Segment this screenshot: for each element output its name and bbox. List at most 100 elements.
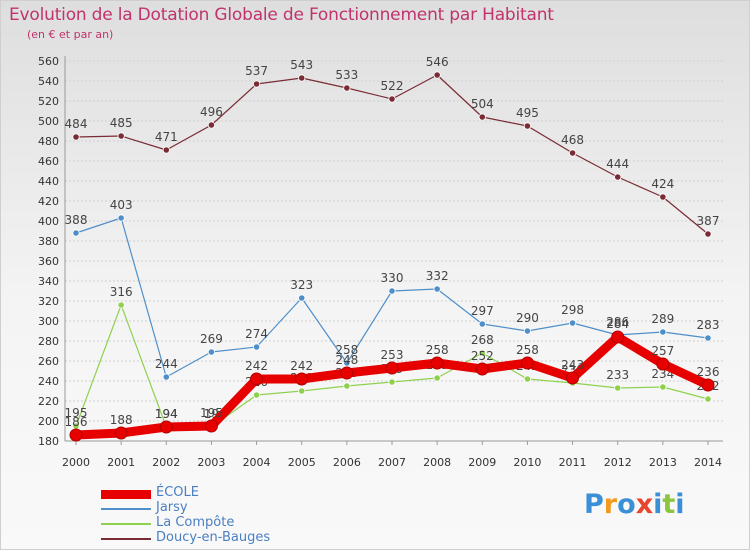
data-point-jarsy bbox=[568, 319, 577, 327]
data-point-ecole bbox=[430, 356, 444, 370]
data-point-ecole bbox=[114, 426, 128, 440]
data-label-ecole: 195 bbox=[200, 406, 223, 420]
data-label-la-compote: 195 bbox=[65, 406, 88, 420]
y-tick-label: 520 bbox=[38, 95, 59, 108]
x-tick-label: 2008 bbox=[423, 456, 451, 469]
legend-label: Doucy-en-Bauges bbox=[156, 530, 271, 545]
y-tick-label: 320 bbox=[38, 295, 59, 308]
data-point-doucy-en-bauges bbox=[343, 84, 351, 92]
proxiti-logo: Proxiti bbox=[584, 489, 685, 520]
legend-label: La Compôte bbox=[156, 515, 235, 530]
data-point-ecole bbox=[69, 428, 83, 442]
data-label-jarsy: 332 bbox=[426, 269, 449, 283]
logo-letter: i bbox=[675, 489, 685, 520]
x-tick-label: 2002 bbox=[152, 456, 180, 469]
data-point-jarsy bbox=[162, 373, 170, 381]
logo-letter: o bbox=[617, 489, 636, 520]
chart-subtitle: (en € et par an) bbox=[27, 28, 114, 41]
x-tick-label: 2010 bbox=[513, 456, 541, 469]
x-tick-label: 2001 bbox=[107, 456, 135, 469]
y-tick-label: 300 bbox=[38, 315, 59, 328]
data-label-la-compote: 316 bbox=[110, 285, 133, 299]
data-label-doucy-en-bauges: 495 bbox=[516, 106, 539, 120]
x-tick-label: 2007 bbox=[378, 456, 406, 469]
data-point-jarsy bbox=[207, 348, 216, 356]
data-label-ecole: 284 bbox=[606, 317, 629, 331]
line-chart: 180 200 220 240 260 280 300 320 340 360 380 400 420 4… bbox=[38, 55, 723, 469]
data-point-la-compote bbox=[252, 391, 261, 399]
data-label-jarsy: 286 bbox=[606, 315, 629, 329]
data-point-jarsy bbox=[478, 320, 486, 328]
legend-label: Jarsy bbox=[156, 500, 188, 515]
y-tick-label: 440 bbox=[38, 175, 59, 188]
x-tick-label: 2000 bbox=[62, 456, 90, 469]
data-label-doucy-en-bauges: 484 bbox=[65, 117, 88, 131]
legend-swatch bbox=[101, 523, 151, 525]
data-label-jarsy: 290 bbox=[516, 311, 539, 325]
chart-title: Evolution de la Dotation Globale de Fonc… bbox=[9, 5, 554, 25]
data-label-jarsy: 258 bbox=[335, 343, 358, 357]
x-tick-label: 2003 bbox=[197, 456, 225, 469]
data-label-doucy-en-bauges: 468 bbox=[561, 133, 584, 147]
data-label-ecole: 188 bbox=[110, 413, 133, 427]
y-tick-label: 200 bbox=[38, 415, 59, 428]
data-label-doucy-en-bauges: 504 bbox=[471, 97, 494, 111]
logo-letter: r bbox=[603, 489, 618, 520]
data-point-jarsy bbox=[523, 327, 532, 335]
data-point-ecole bbox=[159, 420, 173, 434]
data-label-jarsy: 298 bbox=[561, 303, 584, 317]
data-label-doucy-en-bauges: 546 bbox=[426, 55, 449, 69]
data-label-ecole: 253 bbox=[381, 348, 404, 362]
y-tick-label: 480 bbox=[38, 135, 59, 148]
legend-swatch bbox=[101, 489, 151, 499]
data-point-jarsy bbox=[343, 359, 351, 367]
data-point-la-compote bbox=[478, 349, 486, 357]
logo-letter: P bbox=[584, 489, 604, 520]
data-label-ecole: 243 bbox=[561, 358, 584, 372]
y-tick-label: 280 bbox=[38, 335, 59, 348]
y-tick-label: 220 bbox=[38, 395, 59, 408]
data-label-jarsy: 289 bbox=[651, 312, 674, 326]
x-tick-label: 2013 bbox=[649, 456, 677, 469]
data-label-jarsy: 274 bbox=[245, 327, 268, 341]
y-tick-label: 180 bbox=[38, 435, 59, 448]
data-point-ecole bbox=[385, 361, 399, 375]
data-label-jarsy: 283 bbox=[697, 318, 720, 332]
data-label-ecole: 236 bbox=[697, 365, 720, 379]
data-point-jarsy bbox=[659, 328, 667, 336]
data-label-jarsy: 244 bbox=[155, 357, 178, 371]
data-point-doucy-en-bauges bbox=[704, 230, 712, 238]
data-point-doucy-en-bauges bbox=[614, 173, 622, 181]
y-tick-label: 500 bbox=[38, 115, 59, 128]
data-point-la-compote bbox=[523, 375, 532, 383]
logo-letter: t bbox=[662, 489, 676, 520]
data-label-doucy-en-bauges: 543 bbox=[290, 58, 313, 72]
data-label-ecole: 252 bbox=[471, 349, 494, 363]
data-label-ecole: 257 bbox=[651, 344, 674, 358]
x-tick-label: 2014 bbox=[694, 456, 722, 469]
y-tick-label: 260 bbox=[38, 355, 59, 368]
data-label-doucy-en-bauges: 424 bbox=[651, 177, 674, 191]
data-point-doucy-en-bauges bbox=[207, 121, 216, 129]
data-point-ecole bbox=[611, 330, 625, 344]
data-label-doucy-en-bauges: 496 bbox=[200, 105, 223, 119]
data-point-la-compote bbox=[343, 382, 351, 390]
logo-letter: x bbox=[635, 489, 654, 520]
data-point-doucy-en-bauges bbox=[523, 122, 532, 130]
y-tick-label: 360 bbox=[38, 255, 59, 268]
data-point-ecole bbox=[295, 372, 309, 386]
data-label-ecole: 194 bbox=[155, 407, 178, 421]
data-label-jarsy: 388 bbox=[65, 213, 88, 227]
x-tick-label: 2004 bbox=[243, 456, 271, 469]
y-tick-label: 420 bbox=[38, 195, 59, 208]
data-point-la-compote bbox=[704, 395, 712, 403]
data-point-doucy-en-bauges bbox=[659, 193, 667, 201]
y-tick-label: 240 bbox=[38, 375, 59, 388]
data-point-ecole bbox=[566, 371, 580, 385]
data-label-doucy-en-bauges: 444 bbox=[606, 157, 629, 171]
data-label-la-compote: 194 bbox=[155, 407, 178, 421]
data-label-doucy-en-bauges: 533 bbox=[335, 68, 358, 82]
data-label-la-compote: 233 bbox=[606, 368, 629, 382]
y-tick-label: 340 bbox=[38, 275, 59, 288]
x-tick-label: 2006 bbox=[333, 456, 361, 469]
